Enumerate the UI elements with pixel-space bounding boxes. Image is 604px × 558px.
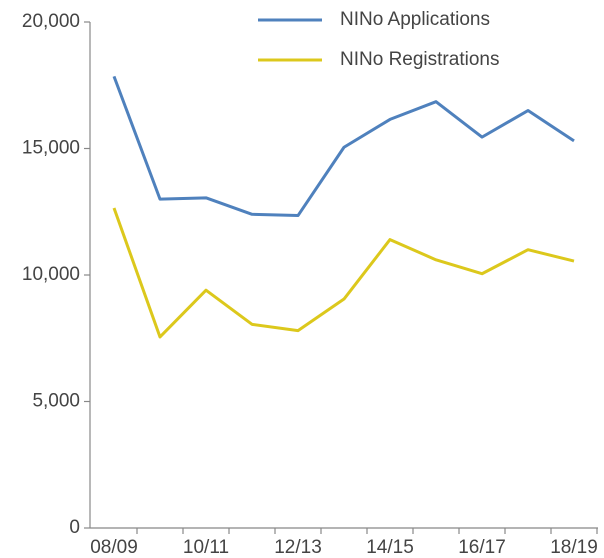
x-tick-label: 14/15: [366, 537, 414, 558]
x-tick-label: 08/09: [90, 537, 138, 558]
x-tick-label: 12/13: [274, 537, 322, 558]
y-tick-label: 0: [69, 517, 80, 538]
series-line: [112, 75, 575, 218]
series-line: [112, 207, 575, 339]
x-tick-label: 18/19: [550, 537, 598, 558]
y-tick-label: 20,000: [22, 11, 80, 32]
y-tick-label: 5,000: [32, 391, 80, 412]
x-tick-label: 10/11: [183, 537, 229, 558]
legend-label: NINo Registrations: [340, 49, 499, 70]
legend-label: NINo Applications: [340, 9, 490, 30]
y-tick-label: 15,000: [22, 138, 80, 159]
y-tick-label: 10,000: [22, 264, 80, 285]
x-tick-label: 16/17: [458, 537, 506, 558]
